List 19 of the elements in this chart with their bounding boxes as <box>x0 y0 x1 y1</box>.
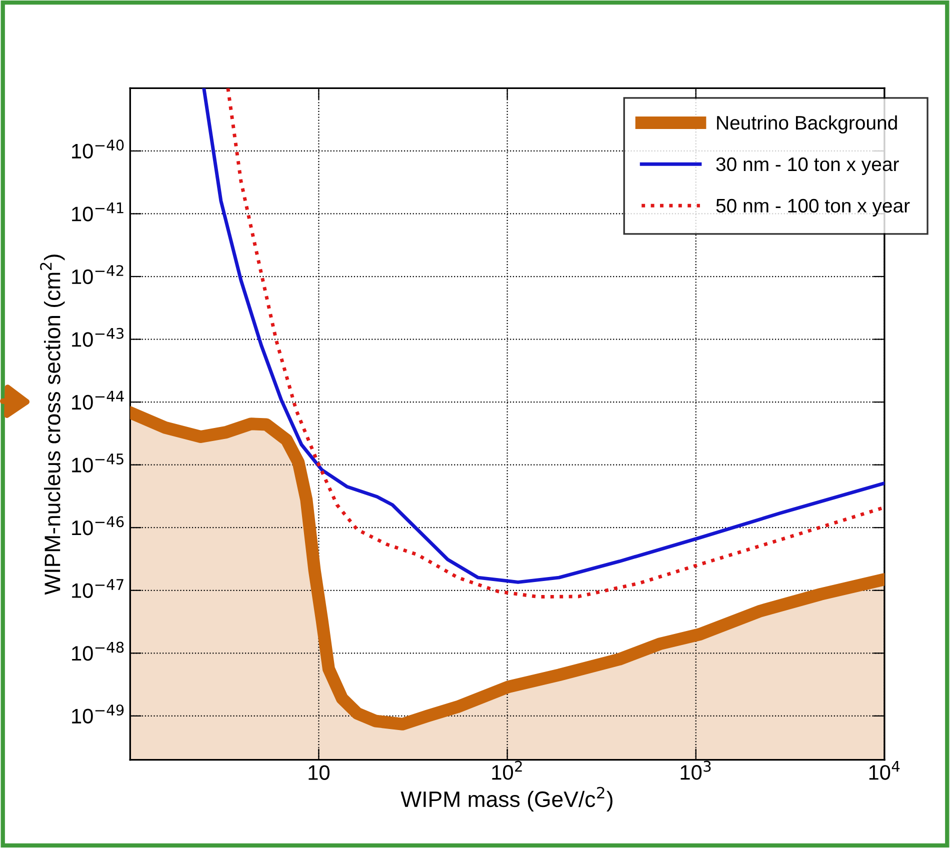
legend-label: Neutrino Background <box>717 115 897 134</box>
y-tick-label: 10$^{−46}$ <box>72 516 124 536</box>
y-tick-label: 10$^{−49}$ <box>72 704 124 724</box>
x-axis-title: WIPM mass (GeV/c$^{2}$) <box>400 786 612 812</box>
y-tick-label: 10$^{−42}$ <box>72 265 124 284</box>
y-tick-label: 10$^{−48}$ <box>72 642 124 661</box>
x-tick-label: 10$^{3}$ <box>680 760 711 780</box>
x-tick-label: 10$^{2}$ <box>492 760 522 780</box>
y-tick-label: 10$^{−41}$ <box>72 202 124 222</box>
y-tick-label: 10$^{−44}$ <box>72 390 124 410</box>
x-tick-label: 10$^{4}$ <box>869 761 900 780</box>
y-axis-title: WIPM-nucleus cross section (cm$^{2}$) <box>40 254 65 595</box>
y-tick-label: 10$^{−47}$ <box>72 579 124 598</box>
y-tick-label: 10$^{−43}$ <box>72 328 124 347</box>
y-tick-label: 10$^{−40}$ <box>72 140 124 159</box>
legend-label: 30 nm - 10 ton x year <box>716 157 899 175</box>
legend-label: 50 nm - 100 ton x year <box>716 198 910 216</box>
y-tick-label: 10$^{−45}$ <box>72 454 124 472</box>
x-tick-label: 10 <box>308 765 330 780</box>
